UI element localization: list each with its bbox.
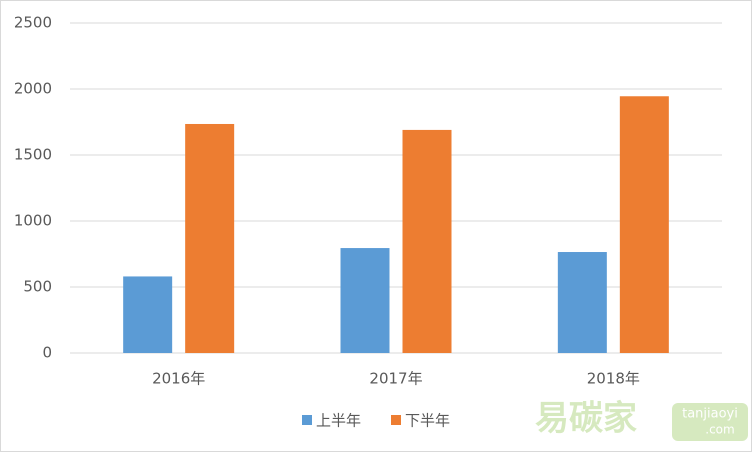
watermark-site: tanjiaoyi	[682, 407, 738, 422]
legend-swatch	[391, 415, 401, 425]
y-tick-label: 500	[23, 278, 52, 296]
watermark-domain: .com	[705, 423, 734, 437]
x-tick-label: 2018年	[587, 370, 640, 388]
bar	[619, 96, 669, 353]
watermark-name: 易碳家	[535, 399, 637, 439]
watermark-badge	[672, 403, 748, 441]
y-tick-label: 2500	[14, 14, 52, 32]
bar	[185, 123, 235, 353]
bar	[340, 248, 390, 353]
legend-label: 下半年	[405, 412, 450, 430]
legend-label: 上半年	[316, 412, 361, 430]
watermark: 易碳家 tanjiaoyi .com	[535, 399, 748, 441]
y-tick-label: 0	[42, 344, 52, 362]
bar	[557, 252, 607, 353]
y-tick-label: 2000	[14, 80, 52, 98]
legend-swatch	[302, 415, 312, 425]
y-tick-label: 1500	[14, 146, 52, 164]
y-tick-label: 1000	[14, 212, 52, 230]
bar	[123, 276, 173, 353]
x-tick-label: 2017年	[369, 370, 422, 388]
x-tick-label: 2016年	[152, 370, 205, 388]
bar	[402, 129, 452, 353]
